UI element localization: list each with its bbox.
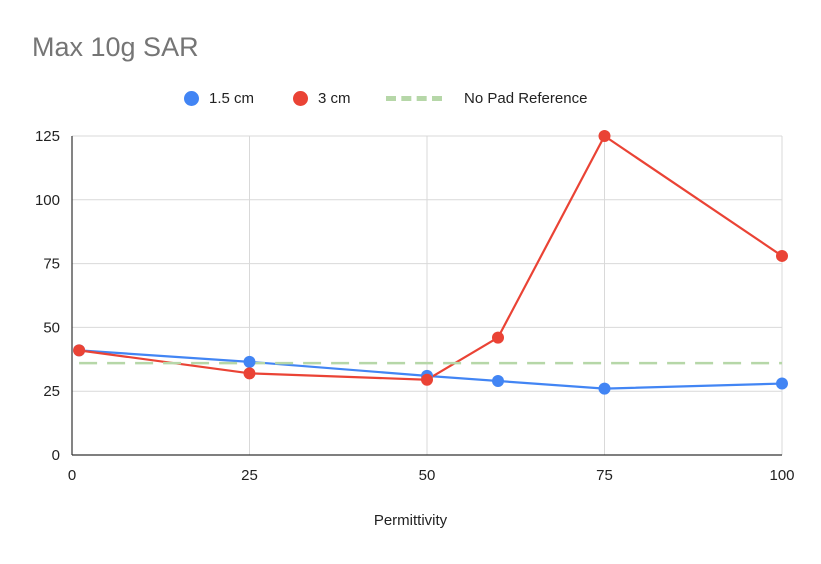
data-point-1-5-cm[interactable] (776, 377, 788, 390)
legend-marker-red-dot (293, 90, 308, 106)
x-tick-label: 0 (68, 467, 76, 484)
y-tick-label: 125 (35, 128, 60, 145)
series-line-3-cm (78, 134, 783, 381)
data-point-1-5-cm[interactable] (598, 382, 611, 395)
series (73, 130, 788, 395)
data-point-1-5-cm[interactable] (243, 355, 256, 368)
legend-marker-dashed-line (386, 95, 442, 101)
data-point-3-cm[interactable] (598, 130, 611, 142)
y-tick-label: 0 (52, 447, 60, 464)
data-point-3-cm[interactable] (421, 373, 433, 386)
data-point-3-cm[interactable] (243, 367, 256, 380)
y-tick-label: 50 (43, 319, 60, 336)
legend-marker-blue-dot (184, 90, 199, 106)
chart-title: Max 10g SAR (32, 32, 199, 62)
legend-item-no-pad-reference[interactable]: No Pad Reference (386, 86, 587, 110)
x-tick-label: 75 (596, 467, 613, 484)
x-axis-label: Permittivity (373, 512, 448, 529)
legend-item-3cm[interactable]: 3 cm (293, 86, 351, 110)
legend-label: 3 cm (318, 89, 351, 107)
x-tick-label: 50 (419, 467, 436, 484)
data-point-3-cm[interactable] (73, 344, 86, 357)
data-point-3-cm[interactable] (776, 249, 788, 262)
series-line-1-5-cm (79, 349, 783, 390)
data-point-1-5-cm[interactable] (492, 374, 504, 387)
grid (72, 135, 783, 455)
data-point-3-cm[interactable] (492, 331, 504, 344)
y-tick-label: 100 (35, 192, 60, 209)
y-tick-label: 75 (43, 256, 60, 273)
legend-item-1-5cm[interactable]: 1.5 cm (184, 86, 254, 110)
legend: 1.5 cm 3 cm No Pad Reference (0, 86, 821, 110)
axes: 0 25 50 75 100 125 0 25 50 75 100 (35, 128, 795, 484)
legend-label: 1.5 cm (209, 89, 255, 107)
x-tick-label: 100 (769, 467, 794, 484)
x-tick-label: 25 (241, 467, 258, 484)
y-tick-label: 25 (43, 383, 60, 400)
legend-label: No Pad Reference (464, 89, 588, 107)
